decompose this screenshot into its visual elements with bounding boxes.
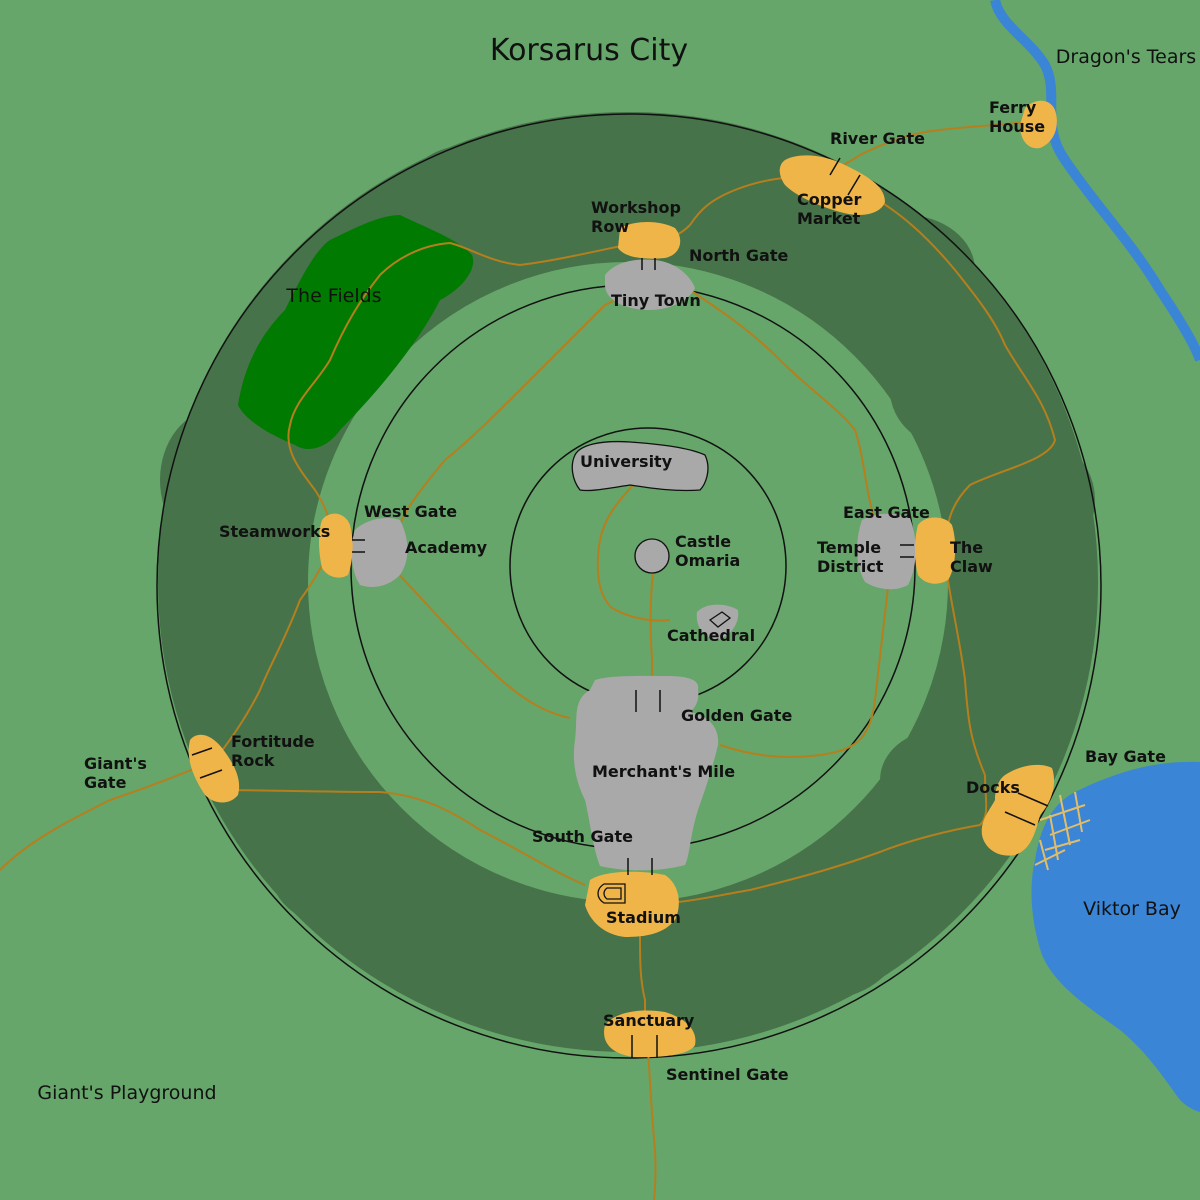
docks-area (981, 764, 1055, 856)
region-viktor-bay: Viktor Bay (1083, 898, 1181, 920)
road-network (0, 121, 1057, 1200)
label-tiny-town: Tiny Town (611, 291, 701, 310)
workshop-row-area (618, 222, 681, 259)
outer-wall (156, 113, 1102, 1059)
label-temple-district: Temple District (817, 538, 887, 576)
settlements (188, 100, 1057, 1058)
stone-districts (351, 259, 916, 871)
merchants-mile-area (573, 675, 719, 871)
the-fields-area (238, 215, 474, 450)
label-south-gate: South Gate (532, 827, 633, 846)
cathedral-area (696, 604, 739, 640)
label-merchants-mile: Merchant's Mile (592, 762, 735, 781)
river-dragons-tears (990, 0, 1200, 362)
label-sentinel-gate: Sentinel Gate (666, 1065, 789, 1084)
label-west-gate: West Gate (364, 502, 457, 521)
ferry-house-area (1020, 100, 1057, 149)
label-workshop-row: Workshop Row (591, 198, 687, 236)
university-area (572, 441, 708, 491)
castle-outline (634, 538, 670, 574)
the-claw-area (915, 517, 956, 584)
label-university: University (580, 452, 673, 471)
inner-grass (351, 285, 915, 849)
label-copper-market: Copper Market (797, 190, 867, 228)
map-title: Korsarus City (490, 33, 688, 68)
sanctuary-area (604, 1010, 696, 1058)
label-bay-gate: Bay Gate (1085, 747, 1166, 766)
label-ferry-house: Ferry House (989, 98, 1045, 136)
label-castle-omaria: Castle Omaria (675, 532, 740, 570)
label-stadium: Stadium (606, 908, 681, 927)
label-cathedral: Cathedral (667, 626, 755, 645)
forest-edges (160, 130, 1095, 1025)
cathedral-structure (708, 611, 732, 628)
label-east-gate: East Gate (843, 503, 930, 522)
label-golden-gate: Golden Gate (681, 706, 792, 725)
region-the-fields: The Fields (285, 285, 381, 307)
region-giants-playground: Giant's Playground (37, 1082, 216, 1104)
region-dragons-tears: Dragon's Tears (1056, 46, 1196, 68)
label-river-gate: River Gate (830, 129, 925, 148)
castle-omaria-area (635, 539, 669, 573)
docks-piers (1034, 791, 1091, 871)
label-sanctuary: Sanctuary (603, 1011, 695, 1030)
stadium-structure (597, 883, 626, 904)
tiny-town-area (605, 259, 695, 310)
copper-market-area (779, 155, 885, 215)
label-docks: Docks (966, 778, 1020, 797)
label-giants-gate: Giant's Gate (84, 754, 152, 792)
label-north-gate: North Gate (689, 246, 788, 265)
viktor-bay-water (1031, 761, 1200, 1112)
label-fortitude-rock: Fortitude Rock (231, 732, 320, 770)
label-the-claw: The Claw (950, 538, 993, 576)
gate-marks (191, 157, 1049, 1058)
steamworks-area (319, 513, 353, 578)
temple-district-area (857, 513, 916, 590)
academy-area (351, 518, 408, 587)
label-academy: Academy (405, 538, 488, 557)
label-steamworks: Steamworks (219, 522, 330, 541)
university-outline (571, 440, 709, 492)
